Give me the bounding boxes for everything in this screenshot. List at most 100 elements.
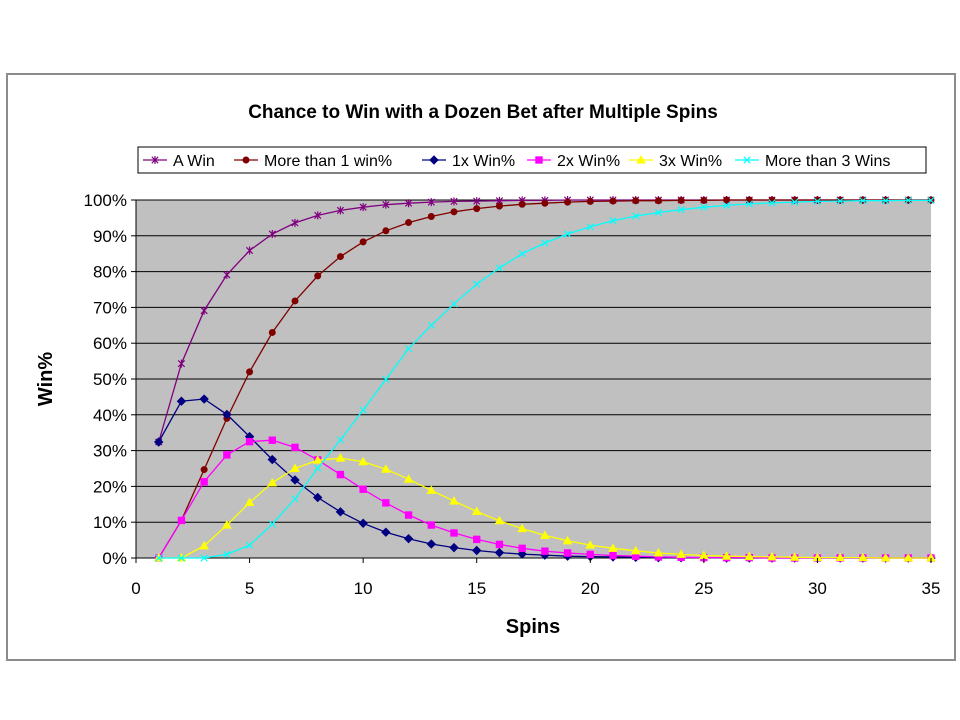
- series-3x-win: [153, 453, 936, 562]
- data-point: [609, 197, 617, 205]
- data-point: [426, 539, 436, 549]
- data-point: [314, 272, 322, 280]
- data-point: [586, 550, 594, 559]
- data-point: [200, 466, 208, 474]
- data-point: [200, 478, 208, 486]
- x-tick-label: 10: [354, 579, 373, 598]
- data-point: [244, 497, 255, 507]
- x-tick-label: 0: [131, 579, 140, 598]
- data-point: [199, 540, 210, 550]
- data-point: [653, 547, 664, 557]
- x-tick-label: 20: [581, 579, 600, 598]
- data-point: [449, 496, 459, 505]
- data-point: [312, 455, 323, 464]
- data-point: [518, 250, 526, 258]
- data-point: [745, 200, 753, 208]
- data-point: [290, 463, 300, 472]
- data-point: [268, 230, 276, 239]
- data-point: [768, 199, 776, 207]
- data-point: [608, 543, 618, 552]
- data-point: [517, 523, 528, 533]
- data-point: [267, 477, 278, 487]
- data-point: [358, 518, 368, 528]
- data-point: [495, 540, 504, 549]
- data-point: [473, 197, 481, 206]
- data-point: [246, 368, 254, 376]
- data-point: [314, 211, 322, 220]
- y-tick-label: 50%: [93, 370, 127, 389]
- data-point: [382, 375, 390, 383]
- data-point: [494, 515, 505, 525]
- ticks: 0% 10% 20% 30% 40% 50% 60% 70% 80% 90% 100% 0 5 10 15 2…: [84, 191, 941, 598]
- chart-title: Chance to Win with a Dozen Bet after Mul…: [248, 102, 718, 123]
- data-point: [586, 197, 594, 205]
- data-point: [473, 280, 481, 288]
- data-point: [700, 196, 708, 204]
- data-point: [654, 197, 662, 205]
- data-point: [427, 521, 435, 529]
- data-point: [722, 201, 731, 209]
- data-point: [382, 499, 390, 507]
- data-point: [359, 203, 367, 212]
- data-point: [541, 199, 549, 207]
- data-point: [609, 217, 617, 225]
- data-point: [654, 208, 663, 217]
- data-point: [404, 199, 413, 208]
- data-point: [881, 197, 890, 205]
- y-tick-label: 100%: [84, 191, 127, 210]
- legend-item-3x-win: 3x Win%: [629, 153, 722, 170]
- legend-marker: [242, 156, 250, 164]
- data-point: [404, 344, 413, 353]
- data-point: [426, 485, 437, 494]
- y-tick-label: 30%: [93, 442, 127, 461]
- data-point: [630, 545, 641, 555]
- legend-marker: [429, 155, 439, 165]
- data-point: [380, 464, 391, 473]
- data-point: [518, 200, 526, 208]
- data-point: [676, 549, 687, 558]
- data-point: [154, 437, 164, 447]
- data-point: [200, 306, 208, 315]
- data-point: [177, 516, 186, 525]
- data-point: [336, 206, 345, 215]
- data-point: [382, 200, 390, 209]
- data-point: [290, 475, 300, 485]
- data-point: [177, 359, 186, 368]
- x-tick-label: 25: [694, 579, 713, 598]
- data-point: [336, 470, 345, 479]
- data-point: [880, 552, 891, 562]
- data-point: [472, 545, 482, 556]
- data-point: [223, 451, 231, 459]
- data-point: [904, 196, 912, 204]
- y-tick-label: 70%: [93, 298, 127, 317]
- data-point: [245, 541, 254, 549]
- data-point: [562, 535, 573, 545]
- legend-item-2x-win: 2x Win%: [527, 153, 620, 170]
- data-point: [517, 549, 527, 559]
- series-layer: [153, 196, 936, 563]
- data-point: [313, 492, 323, 503]
- data-point: [813, 197, 822, 206]
- data-point: [359, 406, 367, 414]
- data-point: [268, 328, 276, 336]
- legend-marker: [151, 156, 159, 164]
- data-point: [927, 196, 935, 204]
- data-point: [473, 535, 481, 544]
- legend-marker: [743, 156, 751, 164]
- data-point: [563, 230, 572, 238]
- data-point: [541, 239, 549, 247]
- x-tick-label: 30: [808, 579, 827, 598]
- data-point: [767, 551, 777, 561]
- data-point: [336, 253, 344, 261]
- data-point: [358, 456, 369, 466]
- data-point: [427, 321, 435, 329]
- data-point: [223, 550, 231, 559]
- grid: [136, 199, 931, 523]
- y-tick-label: 90%: [93, 227, 127, 246]
- x-tick-label: 15: [467, 579, 486, 598]
- data-point: [700, 203, 708, 211]
- data-point: [291, 495, 299, 503]
- legend-item-more-than-3-wins: More than 3 Wins: [735, 153, 890, 170]
- data-point: [268, 520, 276, 528]
- data-point: [404, 511, 413, 519]
